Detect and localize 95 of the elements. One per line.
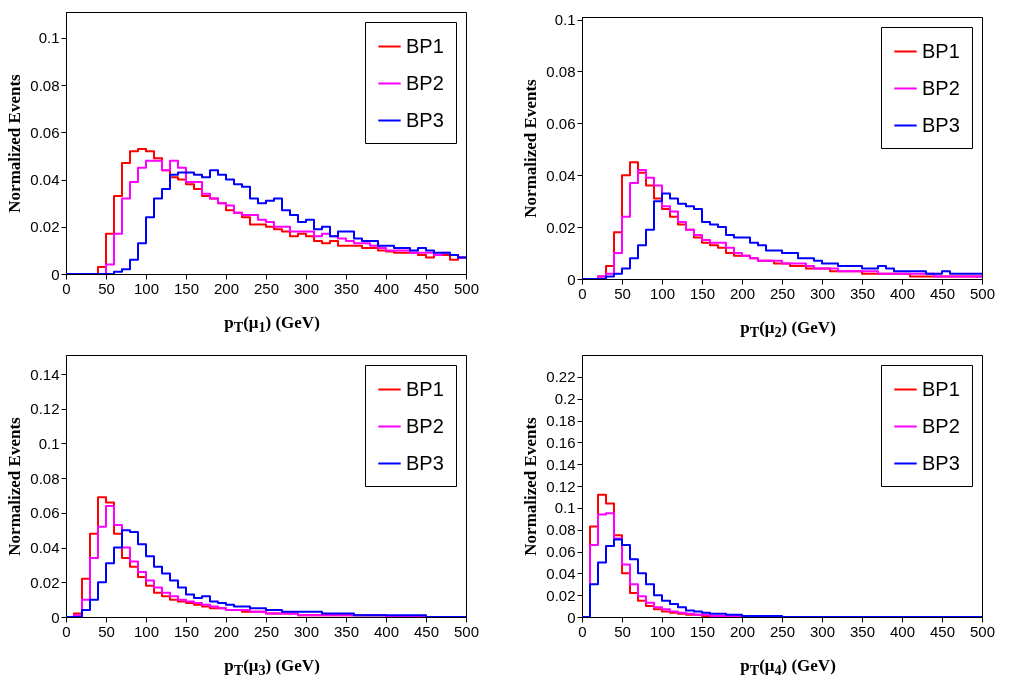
y-tick-label: 0.12 [30, 400, 60, 418]
y-tick-label: 0.06 [30, 504, 60, 522]
x-tick-label: 50 [614, 284, 631, 302]
y-axis-title: Normalized Events [521, 417, 541, 557]
x-tick-label: 500 [453, 279, 480, 297]
y-tick-label: 0.02 [30, 574, 60, 592]
x-tick-label: 200 [729, 622, 756, 640]
y-tick-label: 0.08 [546, 521, 576, 539]
x-tick-label: 400 [373, 622, 400, 640]
y-tick-label: 0.08 [30, 76, 60, 94]
x-tick-label: 500 [969, 284, 996, 302]
y-tick-label: 0.2 [554, 390, 576, 408]
y-tick-label: 0.1 [554, 499, 576, 517]
y-axis-title: Normalized Events [5, 73, 25, 213]
x-tick-label: 0 [578, 284, 587, 302]
x-tick-label: 200 [729, 284, 756, 302]
x-tick-label: 450 [929, 622, 956, 640]
x-tick-label: 500 [453, 622, 480, 640]
y-tick-label: 0.02 [546, 218, 576, 236]
x-tick-label: 350 [333, 622, 360, 640]
legend-label: BP3 [922, 451, 960, 474]
legend-label: BP1 [922, 377, 960, 400]
x-tick-label: 350 [849, 284, 876, 302]
legend-label: BP1 [406, 377, 444, 400]
y-tick-label: 0.06 [546, 543, 576, 561]
x-tick-label: 300 [293, 622, 320, 640]
y-tick-label: 0.14 [30, 365, 60, 383]
x-tick-label: 400 [889, 284, 916, 302]
y-tick-label: 0.02 [546, 587, 576, 605]
y-tick-label: 0.04 [546, 565, 576, 583]
y-tick-label: 0.08 [30, 470, 60, 488]
x-tick-label: 350 [333, 279, 360, 297]
y-tick-label: 0.06 [30, 123, 60, 141]
y-tick-label: 0.16 [546, 434, 576, 452]
y-tick-label: 0.04 [546, 166, 576, 184]
x-tick-label: 150 [689, 284, 716, 302]
y-tick-label: 0.22 [546, 368, 576, 386]
y-tick-label: 0.18 [546, 412, 576, 430]
legend-label: BP2 [406, 414, 444, 437]
x-tick-label: 200 [213, 279, 240, 297]
y-tick-label: 0.04 [30, 171, 60, 189]
x-tick-label: 450 [413, 279, 440, 297]
legend-label: BP3 [406, 451, 444, 474]
legend-label: BP2 [922, 76, 960, 99]
x-tick-label: 100 [649, 284, 676, 302]
legend-label: BP3 [406, 108, 444, 131]
x-tick-label: 100 [133, 279, 160, 297]
x-tick-label: 300 [809, 622, 836, 640]
x-tick-label: 100 [133, 622, 160, 640]
y-tick-label: 0.08 [546, 62, 576, 80]
y-tick-label: 0.1 [554, 11, 576, 29]
x-tick-label: 50 [98, 279, 115, 297]
y-tick-label: 0.04 [30, 539, 60, 557]
x-tick-label: 300 [809, 284, 836, 302]
legend-label: BP1 [922, 39, 960, 62]
x-axis-title: p$_{T}$(μ$_{1}$) (GeV) [223, 313, 321, 337]
y-tick-label: 0.02 [30, 218, 60, 236]
x-tick-label: 50 [98, 622, 115, 640]
x-tick-label: 100 [649, 622, 676, 640]
x-tick-label: 500 [969, 622, 996, 640]
x-axis-title: p$_{T}$(μ$_{2}$) (GeV) [739, 318, 837, 342]
y-tick-label: 0 [51, 265, 60, 283]
x-tick-label: 250 [769, 622, 796, 640]
y-tick-label: 0.1 [38, 29, 60, 47]
y-tick-label: 0.06 [546, 114, 576, 132]
x-tick-label: 0 [578, 622, 587, 640]
x-tick-label: 350 [849, 622, 876, 640]
x-tick-label: 400 [889, 622, 916, 640]
x-tick-label: 200 [213, 622, 240, 640]
legend-label: BP1 [406, 34, 444, 57]
x-tick-label: 250 [253, 622, 280, 640]
x-axis-title: p$_{T}$(μ$_{4}$) (GeV) [739, 656, 837, 680]
x-tick-label: 150 [173, 279, 200, 297]
y-axis-title: Normalized Events [521, 78, 541, 218]
x-tick-label: 250 [253, 279, 280, 297]
x-tick-label: 0 [62, 279, 71, 297]
x-tick-label: 50 [614, 622, 631, 640]
x-tick-label: 150 [173, 622, 200, 640]
y-tick-label: 0.12 [546, 477, 576, 495]
x-tick-label: 300 [293, 279, 320, 297]
legend-label: BP2 [406, 71, 444, 94]
y-tick-label: 0 [567, 608, 576, 626]
x-tick-label: 450 [929, 284, 956, 302]
y-tick-label: 0.1 [38, 435, 60, 453]
legend-label: BP3 [922, 113, 960, 136]
x-axis-title: p$_{T}$(μ$_{3}$) (GeV) [223, 656, 321, 680]
y-tick-label: 0 [51, 608, 60, 626]
y-tick-label: 0.14 [546, 456, 576, 474]
legend-label: BP2 [922, 414, 960, 437]
x-tick-label: 450 [413, 622, 440, 640]
x-tick-label: 250 [769, 284, 796, 302]
x-tick-label: 150 [689, 622, 716, 640]
x-tick-label: 400 [373, 279, 400, 297]
x-tick-label: 0 [62, 622, 71, 640]
y-axis-title: Normalized Events [5, 417, 25, 557]
